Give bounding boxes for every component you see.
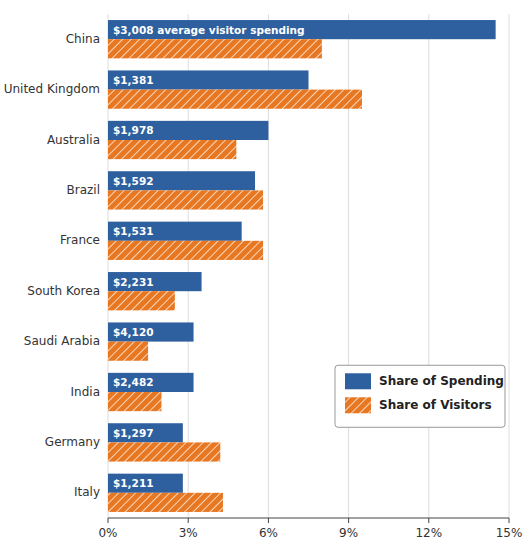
tick xyxy=(188,518,189,523)
annotation: $1,211 xyxy=(113,477,154,489)
tick xyxy=(108,518,109,523)
category-label: United Kingdom xyxy=(4,82,100,96)
annotation: $1,978 xyxy=(113,124,154,136)
category-label: Germany xyxy=(45,435,100,449)
category-label: China xyxy=(66,32,100,46)
tick-label: 3% xyxy=(179,526,198,540)
bar xyxy=(108,241,263,260)
bar xyxy=(108,373,194,392)
bar xyxy=(108,171,255,190)
legend-swatch xyxy=(345,397,371,413)
tick xyxy=(268,518,269,523)
y-axis: China United Kingdom Australia Brazil France… xyxy=(4,32,100,500)
bar xyxy=(108,392,161,411)
grid-line xyxy=(428,14,429,518)
tick-label: 0% xyxy=(98,526,117,540)
x-axis: 0% 3% 6% 9% 12% 15% xyxy=(98,518,522,540)
bar xyxy=(108,140,236,159)
legend-label: Share of Spending xyxy=(379,374,504,388)
annotations: $3,008 average visitor spending $1,381 $1,… xyxy=(113,24,305,490)
chart: 0% 3% 6% 9% 12% 15% China United Kingdom Austral… xyxy=(0,0,531,554)
bar xyxy=(108,222,242,241)
grid-line xyxy=(509,14,510,518)
bar xyxy=(108,474,183,493)
annotation: $1,592 xyxy=(113,175,154,187)
legend-label: Share of Visitors xyxy=(379,398,492,412)
tick xyxy=(428,518,429,523)
category-label: Italy xyxy=(74,485,100,499)
grid xyxy=(108,14,509,518)
annotation: $2,231 xyxy=(113,276,154,288)
bar xyxy=(108,20,496,39)
bar xyxy=(108,90,362,109)
tick xyxy=(348,518,349,523)
tick-label: 15% xyxy=(496,526,523,540)
annotation: $4,120 xyxy=(113,326,154,338)
axis-line xyxy=(108,518,509,519)
category-label: Saudi Arabia xyxy=(24,334,100,348)
tick-label: 9% xyxy=(339,526,358,540)
tick-label: 6% xyxy=(259,526,278,540)
annotation: $1,531 xyxy=(113,225,154,237)
bar xyxy=(108,322,194,341)
bar xyxy=(108,423,183,442)
category-label: India xyxy=(71,385,100,399)
annotation: $3,008 average visitor spending xyxy=(113,24,305,36)
category-label: France xyxy=(60,233,100,247)
bar xyxy=(108,442,220,461)
legend-swatch xyxy=(345,373,371,389)
bar xyxy=(108,493,223,512)
bar xyxy=(108,342,148,361)
bar xyxy=(108,291,175,310)
category-label: Brazil xyxy=(67,183,101,197)
tick xyxy=(509,518,510,523)
legend: Share of Spending Share of Visitors xyxy=(335,365,505,427)
legend-frame xyxy=(335,365,505,427)
annotation: $1,381 xyxy=(113,74,154,86)
category-label: Australia xyxy=(47,133,100,147)
category-label: South Korea xyxy=(27,284,100,298)
bars xyxy=(108,20,496,512)
annotation: $2,482 xyxy=(113,376,154,388)
annotation: $1,297 xyxy=(113,427,154,439)
bar xyxy=(108,272,202,291)
bar xyxy=(108,190,263,209)
bar xyxy=(108,39,322,58)
tick-label: 12% xyxy=(415,526,442,540)
bar xyxy=(108,121,268,140)
bar xyxy=(108,70,309,89)
